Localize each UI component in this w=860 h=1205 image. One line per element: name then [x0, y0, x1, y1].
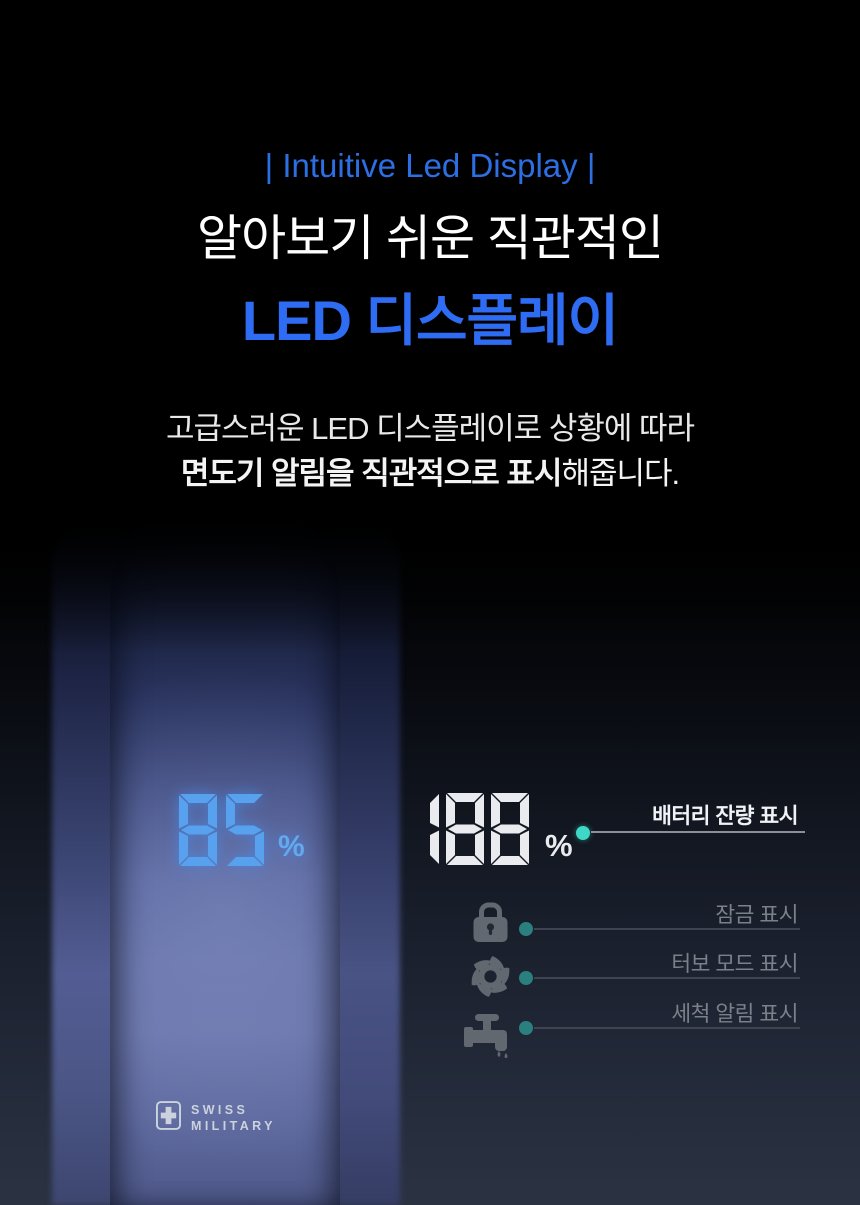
percent-sign: % [278, 830, 305, 863]
description-line1: 고급스러운 LED 디스플레이로 상황에 따라 [165, 411, 695, 446]
faucet-callout-line [534, 1027, 800, 1029]
lock-callout-line [534, 928, 800, 930]
battery-callout-dot [576, 826, 590, 840]
battery-percent-sign: % [545, 828, 573, 863]
turbo-icon [468, 955, 513, 998]
swiss-cross-icon [156, 1101, 181, 1135]
faucet-callout-label: 세척 알림 표시 [671, 1002, 798, 1026]
description-line2: 면도기 알림을 직관적으로 표시해줍니다. [0, 448, 860, 493]
brand-name: SWISS MILITARY [191, 1102, 276, 1135]
shaver-led-display: % [178, 793, 305, 867]
swiss-military-logo: SWISS MILITARY [156, 1101, 276, 1135]
brand-line1: SWISS [191, 1102, 249, 1117]
headline-accent: LED 디스플레이 [241, 289, 619, 352]
top-fade-overlay [0, 488, 860, 653]
lock-callout-dot [519, 922, 533, 936]
turbo-callout-dot [519, 971, 533, 985]
faucet-callout-dot [519, 1021, 533, 1035]
headline: 알아보기 쉬운 직관적인 [196, 212, 664, 266]
battery-digits-blue [178, 793, 265, 867]
description-line2-regular: 해줍니다. [561, 456, 680, 491]
turbo-callout-line [534, 977, 800, 979]
battery-callout-line [591, 831, 805, 833]
faucet-icon [464, 1004, 512, 1058]
lock-callout-label: 잠금 표시 [715, 903, 798, 927]
turbo-callout-label: 터보 모드 표시 [671, 952, 798, 976]
brand-line2: MILITARY [191, 1119, 276, 1133]
eyebrow-text: | Intuitive Led Display | [264, 147, 596, 184]
description-line2-bold: 면도기 알림을 직관적으로 표시 [180, 456, 563, 491]
lock-icon [468, 901, 513, 943]
battery-callout-display: % [427, 792, 573, 866]
battery-callout-label: 배터리 잔량 표시 [652, 804, 798, 828]
battery-digits-white [427, 792, 530, 866]
